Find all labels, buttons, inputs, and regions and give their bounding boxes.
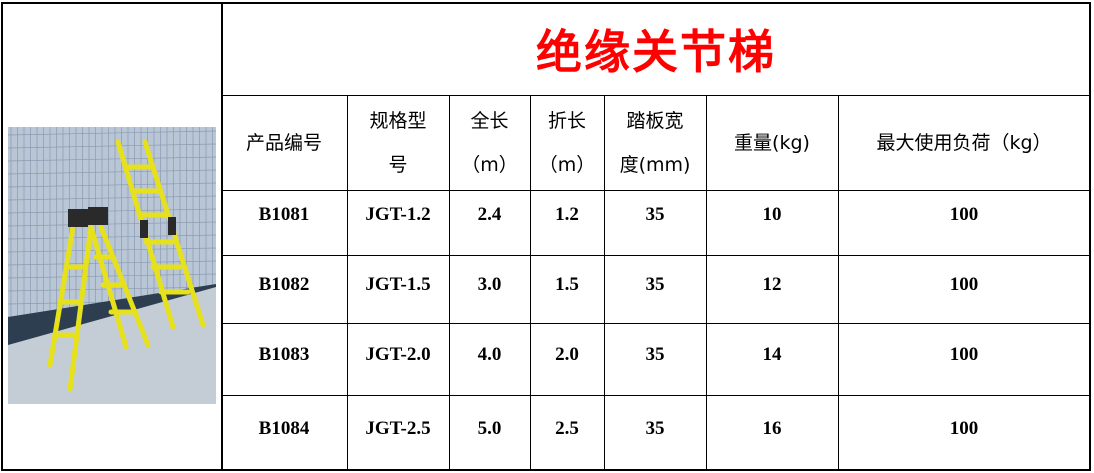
row-divider xyxy=(221,255,1090,257)
table-cell: 2.0 xyxy=(555,344,579,365)
column-divider xyxy=(604,95,606,470)
table-cell: 2.5 xyxy=(555,417,579,439)
table-cell: 4.0 xyxy=(477,344,502,365)
table-cell: 100 xyxy=(949,417,979,439)
table-border-bottom xyxy=(1,469,1091,471)
table-cell: 35 xyxy=(645,203,665,225)
table-cell: 1.5 xyxy=(555,274,579,295)
table-cell: JGT-2.0 xyxy=(365,344,431,365)
header-text: 规格型 xyxy=(369,109,427,132)
column-divider xyxy=(347,95,349,470)
column-divider xyxy=(838,95,840,470)
table-border-right xyxy=(1089,2,1091,470)
column-divider xyxy=(530,95,532,470)
column-header: 产品编号 xyxy=(221,95,347,190)
column-header: 踏板宽度(mm) xyxy=(604,95,706,190)
header-text: 号 xyxy=(388,153,408,176)
table-cell: B1082 xyxy=(258,274,310,295)
table-cell: 100 xyxy=(949,274,979,295)
header-text: （m） xyxy=(538,153,596,176)
table-cell: 3.0 xyxy=(477,274,502,295)
column-divider xyxy=(706,95,708,470)
header-text: 最大使用负荷（kg） xyxy=(876,131,1052,154)
table-cell: JGT-1.2 xyxy=(365,203,431,225)
header-text: 全长 xyxy=(470,109,509,132)
table-cell: 12 xyxy=(762,274,782,295)
table-cell: 100 xyxy=(949,203,979,225)
table-cell: 5.0 xyxy=(477,417,502,439)
column-divider xyxy=(221,2,223,470)
column-header: 全长 （m） xyxy=(449,95,530,190)
row-divider xyxy=(221,190,1090,192)
header-text: （m） xyxy=(461,153,518,176)
table-cell: JGT-1.5 xyxy=(365,274,431,295)
table-border-left xyxy=(1,2,3,470)
table-cell: 100 xyxy=(949,344,979,365)
header-text: 折长 xyxy=(547,109,586,132)
table-cell: B1081 xyxy=(258,203,310,225)
table-cell: B1083 xyxy=(258,344,310,365)
table-cell: 35 xyxy=(645,344,665,365)
table-cell: 2.4 xyxy=(477,203,502,225)
table-cell: 35 xyxy=(645,417,665,439)
row-divider xyxy=(221,95,1090,97)
column-header: 重量(kg) xyxy=(706,95,838,190)
table-cell: 10 xyxy=(762,203,782,225)
header-text: 度(mm) xyxy=(619,153,691,176)
table-cell: 35 xyxy=(645,274,665,295)
header-text: 踏板宽 xyxy=(626,109,684,132)
header-text: 产品编号 xyxy=(245,131,322,154)
column-header: 最大使用负荷（kg） xyxy=(838,95,1090,190)
page-title: 绝缘关节梯 xyxy=(536,25,776,79)
row-divider xyxy=(221,395,1090,397)
row-divider xyxy=(221,323,1090,325)
table-cell: 14 xyxy=(762,344,782,365)
table-cell: JGT-2.5 xyxy=(365,417,431,439)
table-cell: B1084 xyxy=(258,417,310,439)
column-header: 折长 （m） xyxy=(530,95,604,190)
table-border-top xyxy=(1,2,1091,4)
column-divider xyxy=(449,95,451,470)
ladder-photo xyxy=(8,127,216,404)
table-cell: 16 xyxy=(762,417,782,439)
table-cell: 1.2 xyxy=(555,203,579,225)
column-header: 规格型号 xyxy=(347,95,449,190)
header-text: 重量(kg) xyxy=(734,131,810,154)
